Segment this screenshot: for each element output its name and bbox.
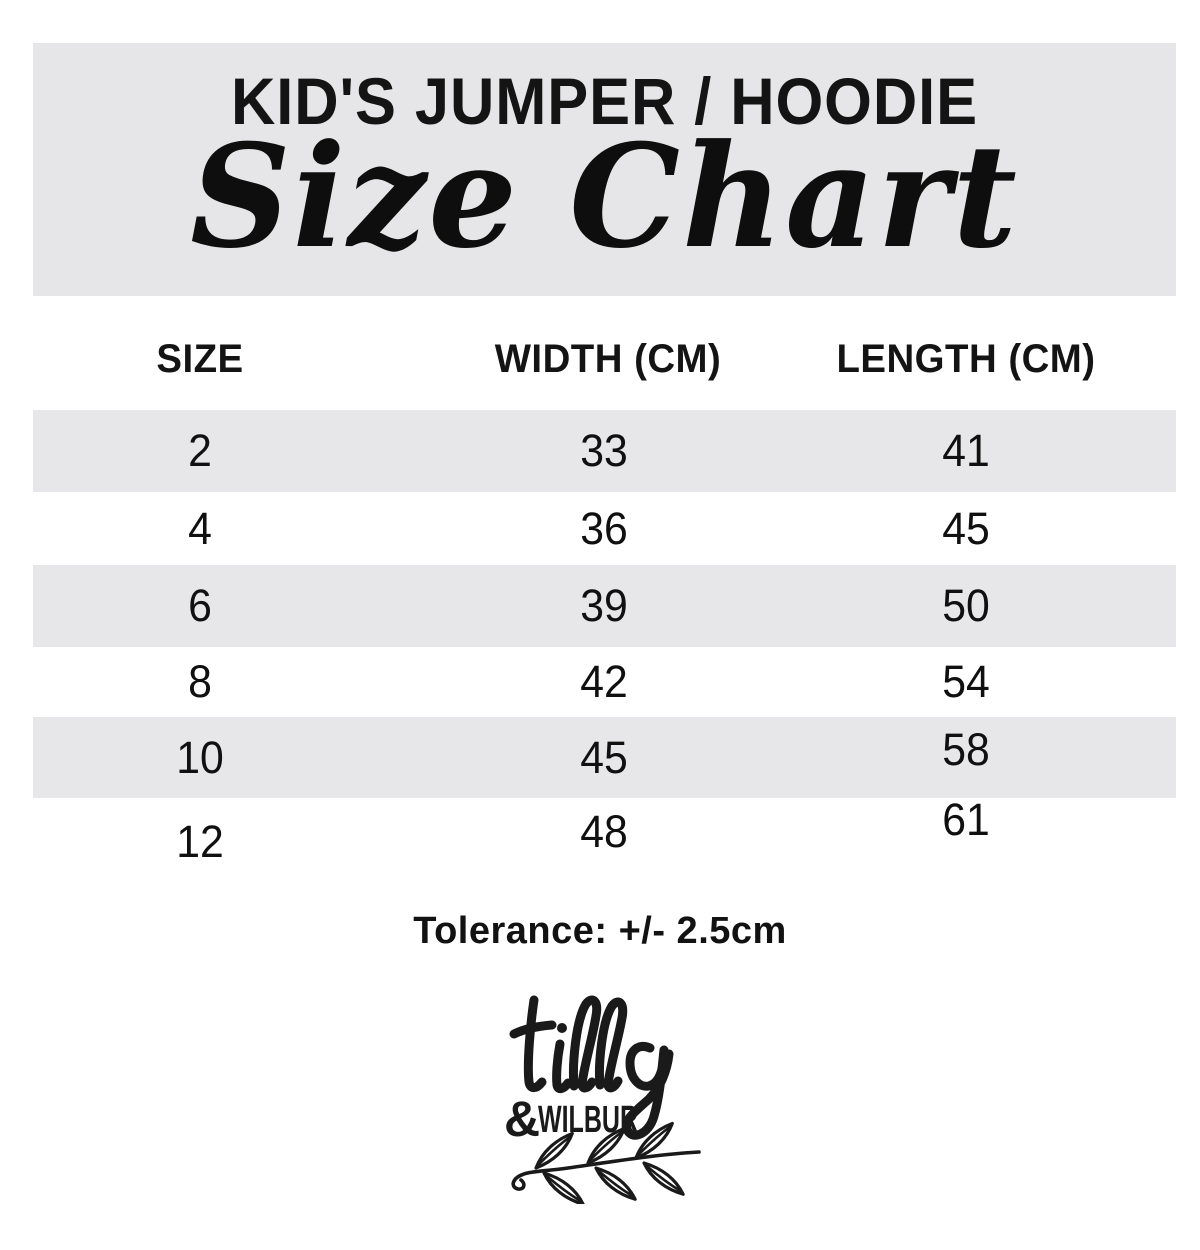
- length-cell: 41: [942, 425, 990, 476]
- laurel-branch-icon: [511, 1121, 701, 1204]
- column-header-size: SIZE: [156, 337, 244, 381]
- width-cell: 33: [580, 425, 628, 476]
- column-header-width: WIDTH (CM): [494, 337, 722, 381]
- width-cell: 42: [580, 656, 628, 707]
- table-row: 2 33 41: [33, 410, 1176, 492]
- size-cell: 12: [176, 816, 224, 867]
- width-cell: 45: [580, 731, 628, 783]
- width-cell: 36: [580, 502, 628, 554]
- width-cell: 48: [580, 806, 628, 857]
- table-row: 6 39 50: [33, 565, 1176, 647]
- tolerance-note: Tolerance: +/- 2.5cm: [413, 910, 787, 952]
- table-row: 10 45 58: [33, 717, 1176, 798]
- page-title: KID'S JUMPER / HOODIE: [231, 64, 978, 138]
- size-cell: 10: [176, 731, 224, 783]
- table-header-row: SIZE WIDTH (CM) LENGTH (CM): [0, 330, 1200, 388]
- table-row: 4 36 45: [33, 492, 1176, 565]
- size-cell: 2: [188, 425, 212, 476]
- size-cell: 8: [188, 656, 212, 707]
- column-header-length: LENGTH (CM): [836, 337, 1096, 381]
- size-cell: 6: [188, 580, 212, 631]
- width-cell: 39: [580, 580, 628, 631]
- size-table: 2 33 41 4 36 45 6 39 50 8 42 54 10 45 58…: [33, 410, 1176, 880]
- length-cell: 50: [942, 580, 990, 631]
- size-chart-banner: KID'S JUMPER / HOODIE Size Chart: [33, 43, 1176, 296]
- table-row: 8 42 54: [33, 647, 1176, 717]
- tilly-wilbur-logo: tilly & WILBUR: [502, 992, 706, 1204]
- page-script-title: Size Chart: [190, 113, 1019, 280]
- length-cell: 45: [942, 502, 990, 554]
- length-cell: 58: [942, 723, 990, 775]
- table-row: 12 48 61: [33, 794, 1176, 880]
- logo-ampersand: &: [504, 1091, 540, 1147]
- tilly-script-wordmark: [509, 995, 674, 1140]
- length-cell: 54: [942, 656, 990, 707]
- size-cell: 4: [188, 502, 212, 554]
- length-cell: 61: [942, 794, 990, 845]
